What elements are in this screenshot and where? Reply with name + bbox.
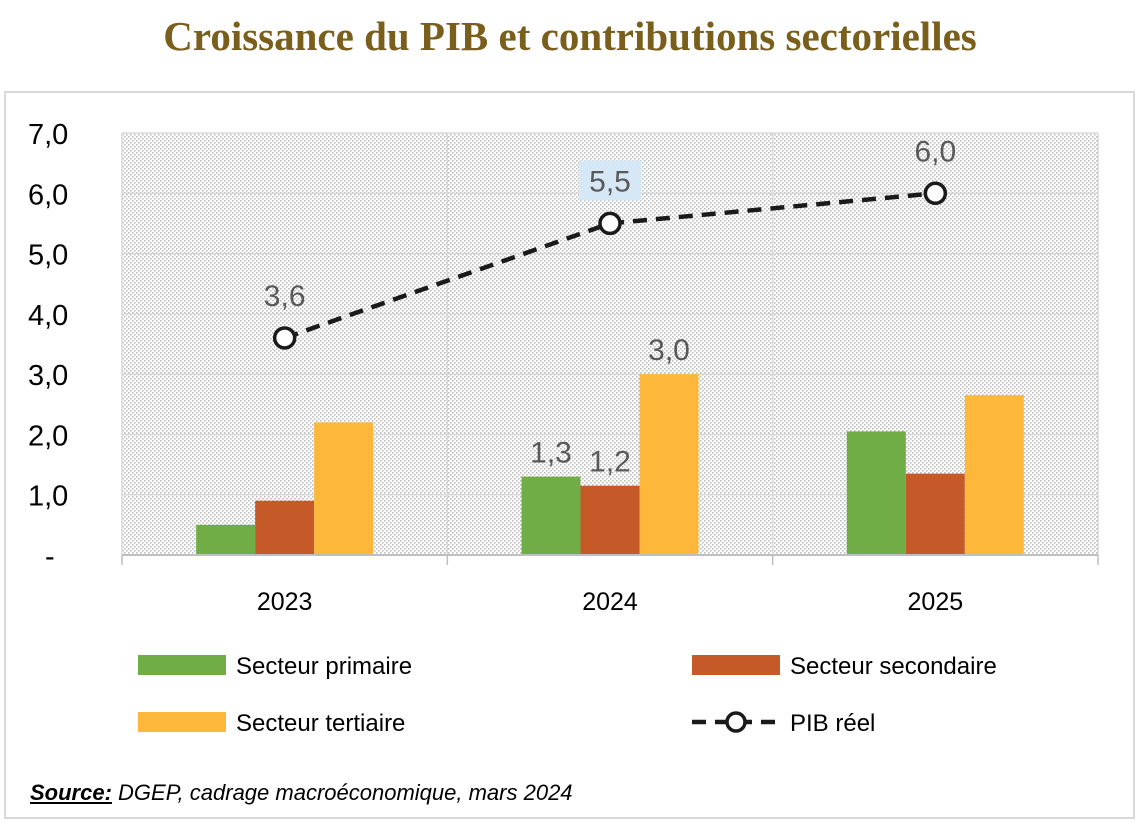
y-tick-label: -	[45, 541, 55, 573]
bar-tertiaire	[314, 422, 374, 555]
bar-data-label: 1,3	[530, 437, 572, 470]
bar-data-label: 1,2	[589, 446, 631, 479]
bar-tertiaire	[964, 395, 1024, 555]
pib-data-label: 5,5	[589, 165, 631, 198]
pib-marker	[598, 211, 622, 236]
chart-title: Croissance du PIB et contributions secto…	[163, 13, 977, 59]
bar-tertiaire	[639, 374, 699, 555]
y-tick-label: 2,0	[28, 420, 68, 452]
pib-marker	[272, 326, 297, 350]
bar-primaire	[521, 476, 581, 555]
bar-secondaire	[580, 485, 640, 555]
pib-label-highlight	[579, 160, 641, 201]
legend-swatch-primaire	[138, 655, 226, 675]
bar-primaire	[846, 431, 906, 555]
x-tick-label: 2025	[908, 588, 964, 616]
legend-label-secondaire: Secteur secondaire	[790, 653, 997, 680]
bar-secondaire	[905, 473, 965, 555]
legend-swatch-tertiaire	[138, 712, 226, 732]
source-label: Source:	[30, 780, 112, 805]
x-tick-label: 2024	[582, 588, 638, 616]
y-tick-label: 1,0	[28, 481, 68, 513]
y-tick-label: 4,0	[28, 300, 68, 332]
pib-data-label: 6,0	[914, 135, 956, 168]
chart-frame	[4, 91, 1135, 819]
bar-primaire	[196, 524, 256, 555]
source-note: Source: DGEP, cadrage macroéconomique, m…	[30, 780, 573, 806]
legend-swatch-pib-marker	[725, 711, 747, 733]
source-text: DGEP, cadrage macroéconomique, mars 2024	[111, 780, 573, 805]
bar-data-label: 3,0	[648, 334, 690, 367]
legend-label-pib: PIB réel	[790, 710, 875, 737]
legend-label-primaire: Secteur primaire	[236, 653, 412, 680]
pib-marker	[923, 181, 948, 206]
y-tick-label: 3,0	[28, 360, 68, 392]
y-tick-label: 7,0	[28, 119, 68, 151]
y-tick-label: 6,0	[28, 179, 68, 211]
legend-label-tertiaire: Secteur tertiaire	[236, 710, 405, 737]
pib-line	[283, 191, 936, 341]
bar-secondaire	[255, 500, 315, 555]
x-tick-label: 2023	[257, 588, 313, 616]
pib-data-label: 3,6	[264, 280, 306, 313]
y-tick-label: 5,0	[28, 240, 68, 272]
legend-swatch-secondaire	[692, 655, 780, 675]
